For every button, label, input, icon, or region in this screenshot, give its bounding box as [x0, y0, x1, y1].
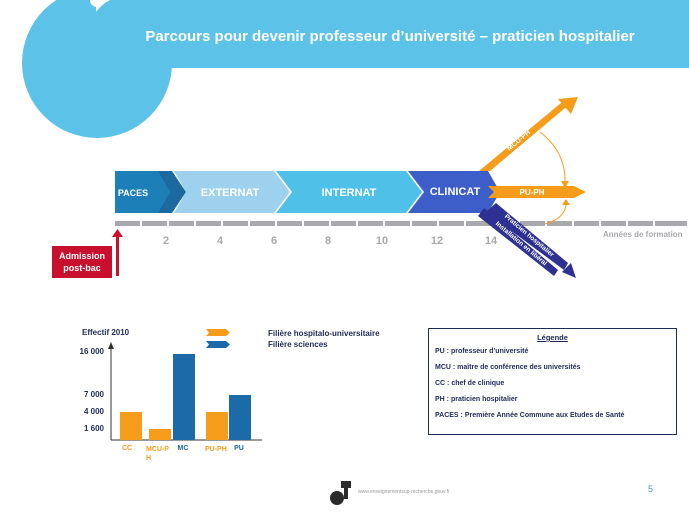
- bar-mc: [173, 354, 195, 440]
- year-label: 12: [430, 235, 444, 247]
- bar-cc: [120, 412, 142, 440]
- phase-paces-label: PACES: [118, 188, 148, 198]
- timeline-axis: [115, 221, 687, 226]
- y-tick-label: 4 000: [83, 407, 104, 416]
- y-tick-label: 1 600: [83, 424, 104, 433]
- phase-externat-chevron: [174, 171, 290, 213]
- admission-arrow: [112, 229, 123, 276]
- definitions-box: Légende PU : professeur d’université MCU…: [428, 328, 677, 435]
- x-tick-label: MC: [177, 445, 189, 452]
- x-tick-label: PU-PH: [205, 446, 227, 453]
- year-label: 14: [484, 235, 498, 247]
- definition-item: PACES : Première Année Commune aux Etude…: [435, 412, 625, 419]
- x-tick-label: CC: [121, 445, 133, 452]
- transition-curve-lower: [544, 202, 567, 225]
- chart-y-label: Effectif 2010: [82, 328, 130, 337]
- definition-item: MCU : maître de conférence des universit…: [435, 364, 581, 371]
- footer-url: www.enseignementsup-recherche.gouv.fr: [358, 489, 450, 495]
- admission-box: Admission post-bac: [52, 246, 112, 278]
- legend-entry-hospitalo: Filière hospitalo-universitaire: [268, 329, 380, 338]
- year-label: 8: [324, 235, 332, 247]
- key-swatch-blue: [206, 341, 230, 348]
- year-label: 6: [270, 235, 278, 247]
- transition-curve-upper: [539, 131, 566, 184]
- year-label: 10: [375, 235, 389, 247]
- x-tick-label: PU: [234, 445, 244, 452]
- header-circle: [22, 0, 172, 138]
- page-title: Parcours pour devenir professeur d’unive…: [145, 28, 635, 45]
- y-tick-label: 16 000: [79, 347, 104, 356]
- y-tick-label: 7 000: [83, 390, 104, 399]
- phase-clinicat-chevron: [408, 171, 500, 213]
- admission-line-1: Admission: [58, 251, 105, 261]
- chart-bars: [120, 354, 251, 440]
- phase-paces-tail: [158, 171, 186, 213]
- chart-legend: Filière hospitalo-universitaire Filière …: [268, 328, 380, 350]
- year-label: 2: [162, 235, 170, 247]
- header-banner: [22, 0, 689, 138]
- branch-pu-ph-label: PU-PH: [520, 188, 545, 197]
- phase-internat-chevron: [276, 171, 422, 213]
- phase-clinicat-label: CLINICAT: [430, 186, 481, 198]
- axis-caption: Années de formation: [603, 230, 683, 239]
- year-label: 4: [216, 235, 224, 247]
- definition-item: PU : professeur d’université: [435, 348, 529, 355]
- bar-pu: [229, 395, 251, 440]
- branch-mcu-ph-arrow: MCU-PH: [478, 97, 578, 171]
- branch-mcu-ph-label: MCU-PH: [506, 129, 532, 152]
- x-tick-label: MCU-PH: [146, 446, 169, 462]
- key-swatch-orange: [206, 329, 230, 336]
- admission-line-2: post-bac: [63, 263, 101, 273]
- phase-externat-label: EXTERNAT: [201, 187, 260, 199]
- bar-mcu-ph: [149, 429, 171, 440]
- legend-entry-sciences: Filière sciences: [268, 340, 328, 349]
- branch-pu-ph-arrow: PU-PH: [488, 186, 586, 198]
- definitions-title: Légende: [537, 333, 568, 342]
- definition-item: PH : praticien hospitalier: [435, 396, 518, 403]
- bar-pu-ph: [206, 412, 228, 440]
- page-number: 5: [648, 484, 654, 494]
- footer-logo: [330, 481, 351, 505]
- definition-item: CC : chef de clinique: [435, 380, 505, 387]
- phase-internat-label: INTERNAT: [322, 187, 377, 199]
- phase-paces-chevron: [115, 171, 172, 213]
